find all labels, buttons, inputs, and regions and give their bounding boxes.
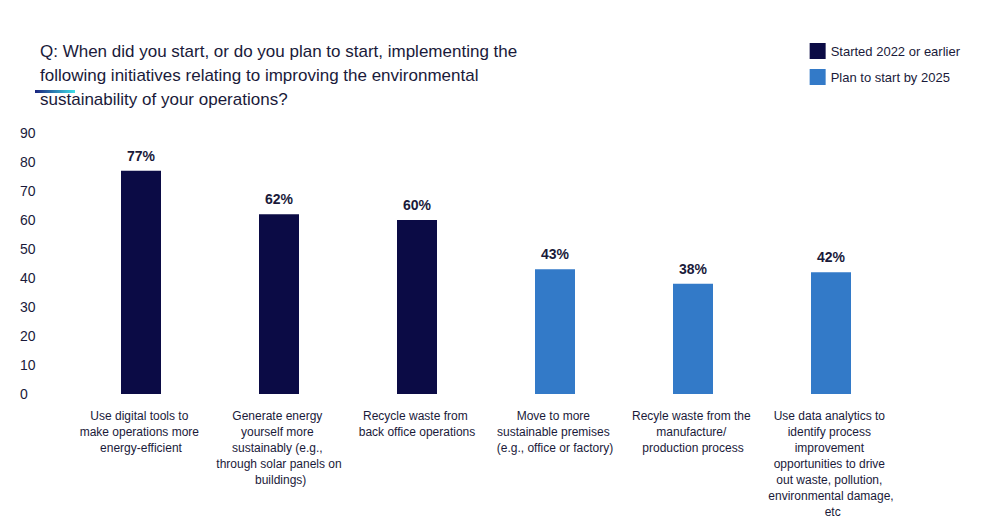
svg-text:(e.g., office or factory): (e.g., office or factory) bbox=[497, 441, 614, 455]
svg-text:Use digital tools to: Use digital tools to bbox=[90, 409, 191, 423]
svg-text:43%: 43% bbox=[541, 246, 570, 262]
svg-text:Recyle waste from the: Recyle waste from the bbox=[632, 409, 754, 423]
svg-text:following initiatives relating: following initiatives relating to improv… bbox=[40, 66, 483, 85]
svg-text:environmental damage,: environmental damage, bbox=[768, 489, 893, 503]
svg-text:back office operations: back office operations bbox=[359, 425, 476, 439]
svg-text:Q: When did you start, or do y: Q: When did you start, or do you plan to… bbox=[40, 42, 522, 61]
svg-text:make operations more: make operations more bbox=[80, 425, 203, 439]
svg-text:through solar panels on: through solar panels on bbox=[216, 457, 341, 471]
svg-text:improvement: improvement bbox=[795, 441, 868, 455]
svg-text:Use data analytics to: Use data analytics to bbox=[774, 409, 889, 423]
svg-text:yourself more: yourself more bbox=[241, 425, 317, 439]
svg-text:out waste, pollution,: out waste, pollution, bbox=[776, 473, 885, 487]
svg-text:40: 40 bbox=[20, 270, 36, 286]
svg-text:80: 80 bbox=[20, 154, 36, 170]
svg-text:Move to more: Move to more bbox=[517, 409, 594, 423]
svg-text:77%: 77% bbox=[127, 148, 156, 164]
svg-text:42%: 42% bbox=[817, 249, 846, 265]
svg-text:70: 70 bbox=[20, 183, 36, 199]
svg-text:Generate energy: Generate energy bbox=[232, 409, 325, 423]
svg-text:etc: etc bbox=[821, 505, 840, 519]
svg-text:Started 2022 or earlier: Started 2022 or earlier bbox=[831, 44, 961, 59]
svg-text:62%: 62% bbox=[265, 191, 294, 207]
svg-text:identify process: identify process bbox=[788, 425, 875, 439]
svg-text:10: 10 bbox=[20, 357, 36, 373]
svg-text:60%: 60% bbox=[403, 197, 432, 213]
svg-text:sustainability of your operati: sustainability of your operations? bbox=[40, 90, 288, 109]
svg-text:60: 60 bbox=[20, 212, 36, 228]
svg-text:Plan to start by 2025: Plan to start by 2025 bbox=[831, 70, 950, 85]
svg-text:50: 50 bbox=[20, 241, 36, 257]
svg-text:production process: production process bbox=[642, 441, 743, 455]
svg-text:opportunities to drive: opportunities to drive bbox=[774, 457, 889, 471]
svg-text:energy-efficient: energy-efficient bbox=[100, 441, 182, 455]
svg-text:manufacture/: manufacture/ bbox=[656, 425, 729, 439]
svg-text:20: 20 bbox=[20, 328, 36, 344]
svg-text:38%: 38% bbox=[679, 261, 708, 277]
svg-text:Recycle waste from: Recycle waste from bbox=[363, 409, 471, 423]
svg-text:0: 0 bbox=[20, 386, 28, 402]
svg-text:sustainable premises: sustainable premises bbox=[497, 425, 613, 439]
svg-text:90: 90 bbox=[20, 125, 36, 141]
svg-text:sustainably (e.g.,: sustainably (e.g., bbox=[232, 441, 326, 455]
svg-text:30: 30 bbox=[20, 299, 36, 315]
svg-text:buildings): buildings) bbox=[252, 473, 307, 487]
